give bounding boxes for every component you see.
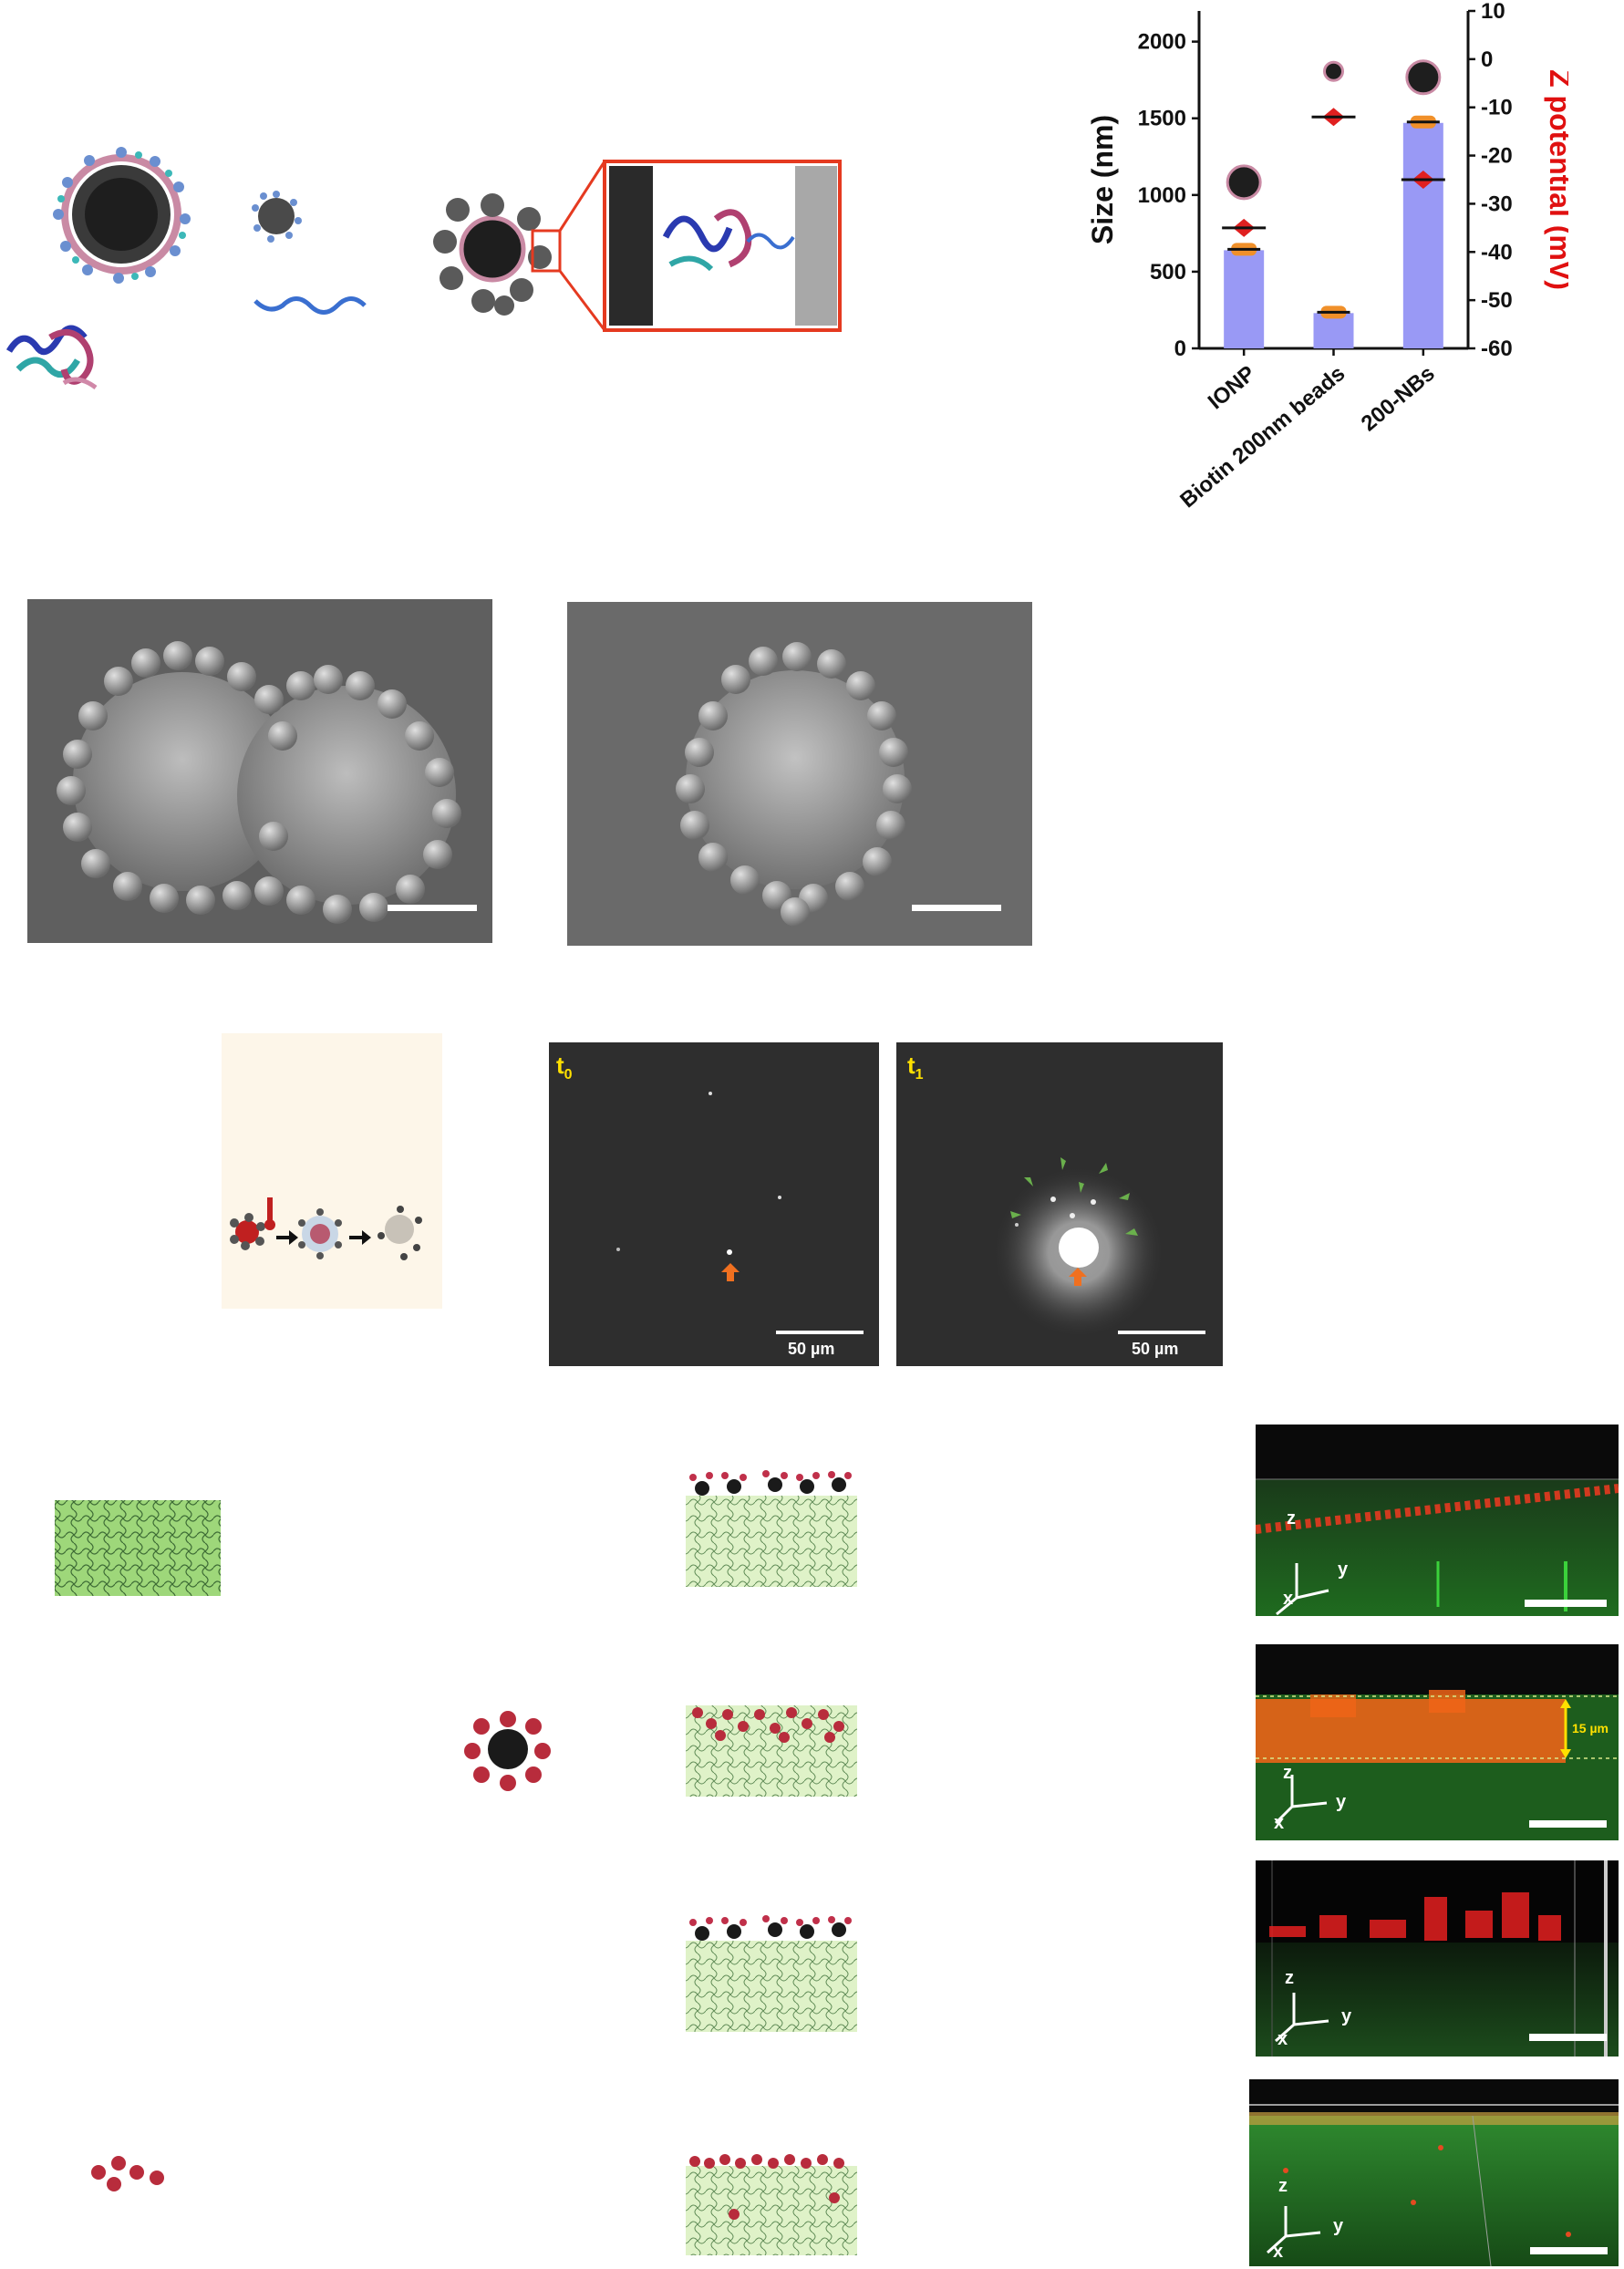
- confocal-image-1: z y x: [1256, 1425, 1619, 1616]
- axis-x-4: x: [1273, 2242, 1283, 2263]
- axis-z-2: z: [1283, 1763, 1292, 1784]
- axis-z-3: z: [1285, 1968, 1294, 1989]
- axis-x-2: x: [1274, 1813, 1284, 1834]
- axis-z-4: z: [1278, 2176, 1288, 2197]
- axis-x-3: x: [1277, 2029, 1288, 2050]
- hydrogel-surface-beads-icon: [686, 2154, 857, 2255]
- hydrogel-surface-nanobots-icon-2: [686, 1915, 857, 2032]
- nanobot-red-beads-icon: [464, 1711, 551, 1791]
- axis-y-2: y: [1336, 1792, 1346, 1813]
- axis-y-1: y: [1338, 1559, 1348, 1580]
- thickness-label: 15 µm: [1572, 1721, 1608, 1735]
- axis-x-1: x: [1283, 1589, 1293, 1610]
- free-red-beads-icon: [91, 2156, 164, 2191]
- axis-y-4: y: [1333, 2216, 1343, 2237]
- hydrogel-block-icon: [55, 1500, 221, 1596]
- hydrogel-surface-nanobots-icon: [686, 1470, 857, 1587]
- axis-z-1: z: [1287, 1508, 1296, 1529]
- confocal-image-2: 15 µm z y x: [1256, 1644, 1619, 1840]
- confocal-image-4: z y x: [1249, 2079, 1619, 2266]
- confocal-image-3: z y x: [1256, 1860, 1619, 2057]
- axis-y-3: y: [1341, 2006, 1351, 2027]
- hydrogel-penetrated-icon: [686, 1705, 857, 1797]
